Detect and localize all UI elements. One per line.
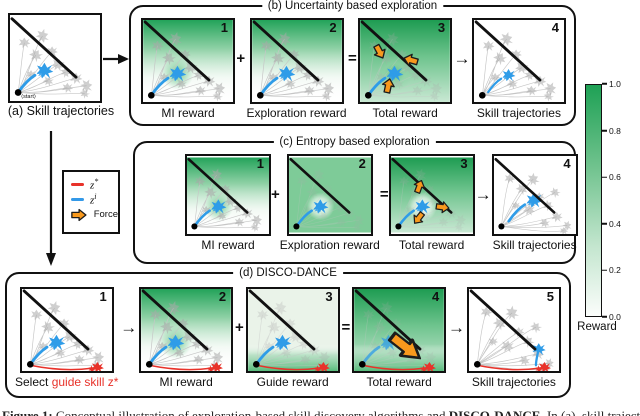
red-dash-icon [71, 182, 84, 187]
force-arrow-icon [71, 208, 87, 221]
panel-label: Skill trajectories [471, 375, 556, 389]
flow-arrow-a-to-d [46, 131, 56, 266]
legend-z-i: zi [90, 191, 97, 207]
panel-number: 2 [329, 20, 337, 35]
colorbar-tick: 0.4 [602, 220, 621, 229]
colorbar-label: Reward [577, 321, 617, 333]
colorbar-tick: 1.0 [602, 80, 621, 89]
panel-number: 3 [437, 20, 446, 35]
panel-number: 2 [218, 289, 227, 304]
panel-label: Skill trajectories [492, 238, 577, 252]
panel-c2-exploration-reward: 2 Exploration reward [280, 154, 380, 252]
panel-label: MI reward [161, 106, 215, 120]
box-d-title: (d) DISCO-DANCE [233, 265, 343, 281]
box-disco-dance: (d) DISCO-DANCE 1 Select guide skill z* … [5, 265, 571, 398]
operator-plus: + [235, 319, 244, 336]
panel-c1-mi-reward: 1 MI reward [185, 154, 271, 252]
panel-a: ⟨start⟩ [8, 13, 102, 103]
operator-equals: = [379, 186, 389, 203]
operator-arrow: → [474, 185, 492, 204]
panel-a-label: (a) Skill trajectories [7, 104, 115, 118]
legend-z-star: z* [90, 176, 99, 192]
colorbar [585, 84, 602, 317]
panel-number: 1 [220, 20, 228, 35]
box-c-title: (c) Entropy based exploration [273, 134, 436, 150]
legend-force-label: Force [93, 209, 118, 220]
panel-number: 5 [546, 289, 554, 304]
panel-b4-skill-trajectories: 4 Skill trajectories [471, 18, 566, 120]
caption: Figure 1: Conceptual illustration of exp… [2, 408, 640, 416]
box-d-row: 1 Select guide skill z* → 2 MI reward + … [7, 274, 569, 389]
legend-box: z* zi Force [62, 170, 120, 234]
operator-plus: + [271, 186, 280, 203]
panel-label: Skill trajectories [476, 106, 561, 120]
operator-arrow: → [453, 49, 471, 68]
panel-c4-skill-trajectories: 4 Skill trajectories [491, 154, 578, 252]
panel-b1-mi-reward: 1 MI reward [141, 18, 235, 120]
panel-label: Exploration reward [246, 106, 347, 120]
operator-arrow: → [448, 318, 466, 337]
panel-number: 2 [358, 156, 366, 171]
panel-label: Total reward [366, 375, 432, 389]
box-b-title: (b) Uncertainty based exploration [261, 0, 444, 14]
panel-a-canvas: ⟨start⟩ [8, 13, 102, 103]
panel-a-drawing [10, 17, 100, 101]
panel-label: Select guide skill z* [15, 375, 119, 389]
box-entropy-exploration: (c) Entropy based exploration 1 MI rewar… [133, 134, 578, 264]
panel-d4-total-reward: 4 Total reward [352, 287, 447, 389]
legend-row-skill: zi [71, 192, 118, 207]
panel-number: 4 [551, 20, 559, 35]
panel-number: 1 [256, 156, 264, 171]
box-c-row: 1 MI reward + 2 Exploration reward = 3 [135, 143, 578, 252]
panel-label: Exploration reward [279, 238, 380, 252]
panel-d1-select-guide-skill: 1 Select guide skill z* [15, 287, 118, 389]
operator-equals: = [348, 50, 357, 67]
legend-row-force: Force [71, 207, 118, 222]
panel-label: MI reward [159, 375, 213, 389]
panel-b3-total-reward: 3 Total reward [358, 18, 453, 120]
panel-label: Total reward [398, 238, 465, 252]
blue-dash-icon [71, 197, 84, 202]
panel-b2-exploration-reward: 2 Exploration reward [247, 18, 347, 120]
legend-row-guide-skill: z* [71, 177, 118, 192]
panel-number: 4 [563, 156, 571, 171]
panel-label: Guide reward [256, 375, 329, 389]
colorbar-tick: 0.6 [602, 173, 621, 182]
panel-d3-guide-reward: 3 Guide reward [245, 287, 340, 389]
colorbar-tick: 0.2 [602, 266, 621, 275]
panel-number: 3 [460, 156, 468, 171]
colorbar-ticks: 1.0 0.8 0.6 0.4 0.2 0.0 [602, 80, 636, 321]
panel-number: 1 [99, 289, 107, 304]
flow-arrow-a-to-b [103, 54, 129, 64]
box-b-row: 1 MI reward + 2 Exploration reward = 3 [131, 7, 574, 120]
colorbar-tick: 0.0 [602, 313, 621, 322]
panel-number: 4 [431, 289, 440, 304]
colorbar-tick: 0.8 [602, 126, 621, 135]
operator-plus: + [236, 50, 246, 67]
panel-label: MI reward [201, 238, 255, 252]
operator-equals: = [341, 319, 351, 336]
panel-d2-mi-reward: 2 MI reward [139, 287, 234, 389]
operator-arrow: → [120, 318, 138, 337]
panel-label: Total reward [372, 106, 438, 120]
box-uncertainty-exploration: (b) Uncertainty based exploration 1 MI r… [129, 0, 576, 126]
colorbar-gradient [586, 85, 601, 316]
panel-c3-total-reward: 3 Total reward [388, 154, 475, 252]
panel-d5-skill-trajectories: 5 Skill trajectories [466, 287, 561, 389]
panel-number: 3 [325, 289, 333, 304]
start-label: ⟨start⟩ [21, 93, 36, 100]
